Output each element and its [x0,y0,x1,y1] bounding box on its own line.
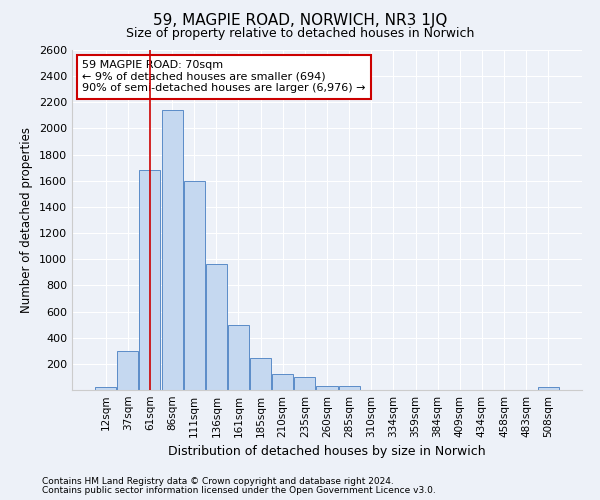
Y-axis label: Number of detached properties: Number of detached properties [20,127,34,313]
Text: 59, MAGPIE ROAD, NORWICH, NR3 1JQ: 59, MAGPIE ROAD, NORWICH, NR3 1JQ [153,12,447,28]
Bar [206,264,227,390]
Text: Contains public sector information licensed under the Open Government Licence v3: Contains public sector information licen… [42,486,436,495]
X-axis label: Distribution of detached houses by size in Norwich: Distribution of detached houses by size … [168,446,486,458]
Bar [184,181,205,390]
Bar [139,170,160,390]
Bar [161,110,182,390]
Text: Size of property relative to detached houses in Norwich: Size of property relative to detached ho… [126,28,474,40]
Text: Contains HM Land Registry data © Crown copyright and database right 2024.: Contains HM Land Registry data © Crown c… [42,477,394,486]
Bar [272,374,293,390]
Bar [338,386,359,390]
Bar [95,386,116,390]
Bar [295,377,316,390]
Text: 59 MAGPIE ROAD: 70sqm
← 9% of detached houses are smaller (694)
90% of semi-deta: 59 MAGPIE ROAD: 70sqm ← 9% of detached h… [82,60,366,94]
Bar [118,351,139,390]
Bar [250,358,271,390]
Bar [316,386,338,390]
Bar [228,324,249,390]
Bar [538,388,559,390]
